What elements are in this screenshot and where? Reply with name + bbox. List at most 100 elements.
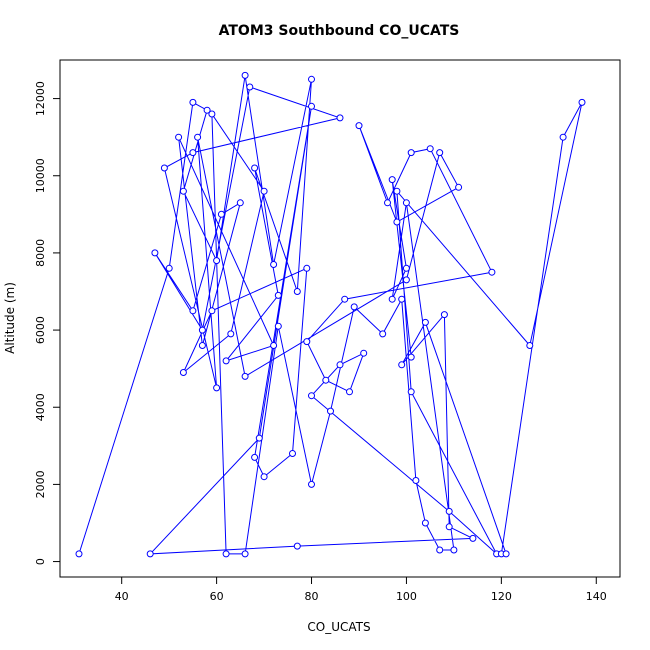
x-tick-label: 100: [396, 590, 417, 603]
data-point: [146, 550, 154, 558]
data-point: [75, 550, 83, 558]
data-point: [274, 291, 282, 299]
data-point: [260, 473, 268, 481]
data-point: [455, 183, 463, 191]
data-point: [436, 546, 444, 554]
data-point: [388, 295, 396, 303]
data-point: [336, 114, 344, 122]
data-point: [246, 83, 254, 91]
data-point: [341, 295, 349, 303]
x-tick-label: 80: [305, 590, 319, 603]
data-point: [175, 133, 183, 141]
y-tick-label: 0: [34, 558, 47, 565]
x-tick-label: 60: [210, 590, 224, 603]
data-point: [227, 330, 235, 338]
y-tick-label: 4000: [34, 393, 47, 421]
data-point: [488, 268, 496, 276]
data-point: [308, 75, 315, 83]
y-tick-label: 8000: [34, 239, 47, 267]
data-point: [179, 369, 187, 376]
data-point: [198, 326, 206, 334]
x-axis-label: CO_UCATS: [307, 620, 370, 634]
series-line: [78, 75, 583, 555]
data-point: [402, 276, 410, 284]
x-tick-label: 140: [586, 590, 607, 603]
plot-area-border: [59, 59, 621, 578]
data-point: [421, 318, 429, 326]
y-axis-label: Altitude (m): [3, 282, 17, 354]
data-point: [412, 477, 420, 484]
data-point: [241, 71, 249, 79]
data-point: [189, 307, 197, 315]
data-point: [393, 218, 401, 226]
data-point: [160, 164, 168, 172]
data-point: [208, 307, 216, 315]
data-point: [402, 199, 410, 207]
data-point: [251, 164, 259, 172]
data-point: [251, 453, 259, 461]
data-point: [151, 249, 159, 257]
series-path-group: [78, 75, 583, 555]
data-point: [445, 523, 453, 531]
data-point: [293, 542, 301, 550]
data-point: [388, 176, 396, 184]
data-point: [189, 98, 197, 106]
data-point: [398, 295, 406, 303]
data-point: [260, 187, 268, 195]
data-point: [208, 110, 216, 118]
data-point: [355, 122, 363, 130]
data-point: [402, 264, 410, 272]
data-point: [274, 322, 282, 330]
data-point: [559, 133, 567, 141]
data-point: [303, 264, 311, 272]
data-point: [289, 450, 296, 457]
data-point: [469, 534, 477, 542]
data-point: [308, 392, 315, 400]
data-point: [393, 187, 401, 195]
x-tick-label: 120: [491, 590, 512, 603]
data-point: [241, 550, 249, 558]
data-point: [255, 434, 263, 442]
data-point: [241, 372, 249, 380]
data-point: [440, 311, 448, 319]
data-point: [222, 357, 230, 365]
data-point: [327, 407, 334, 415]
data-point: [407, 353, 415, 361]
data-point: [426, 145, 434, 153]
data-point: [384, 199, 391, 207]
series-points-group: [75, 71, 586, 558]
data-point: [350, 303, 358, 311]
data-point: [445, 507, 453, 515]
data-point: [379, 330, 387, 338]
data-point: [360, 349, 368, 357]
x-tick-label: 40: [115, 590, 129, 603]
data-point: [322, 376, 330, 384]
y-tick-label: 12000: [34, 81, 47, 116]
data-point: [421, 519, 429, 527]
data-point: [346, 388, 353, 396]
chart-title: ATOM3 Southbound CO_UCATS: [219, 23, 460, 39]
data-point: [450, 546, 458, 554]
data-point: [165, 264, 173, 272]
data-point: [293, 288, 301, 295]
data-point: [203, 106, 211, 114]
data-point: [407, 388, 415, 396]
data-point: [189, 149, 197, 157]
data-point: [198, 342, 206, 349]
data-point: [398, 361, 406, 369]
data-point: [526, 342, 534, 349]
data-point: [213, 384, 221, 392]
data-point: [303, 338, 311, 346]
data-point: [270, 261, 278, 268]
data-point: [179, 187, 187, 195]
data-point: [407, 149, 415, 157]
data-point: [270, 342, 278, 349]
y-tick-label: 2000: [34, 470, 47, 498]
data-point: [222, 550, 230, 558]
data-point: [436, 149, 444, 157]
data-point: [578, 98, 586, 106]
data-point: [236, 199, 244, 207]
data-point: [502, 550, 510, 558]
y-tick-label: 10000: [34, 158, 47, 193]
